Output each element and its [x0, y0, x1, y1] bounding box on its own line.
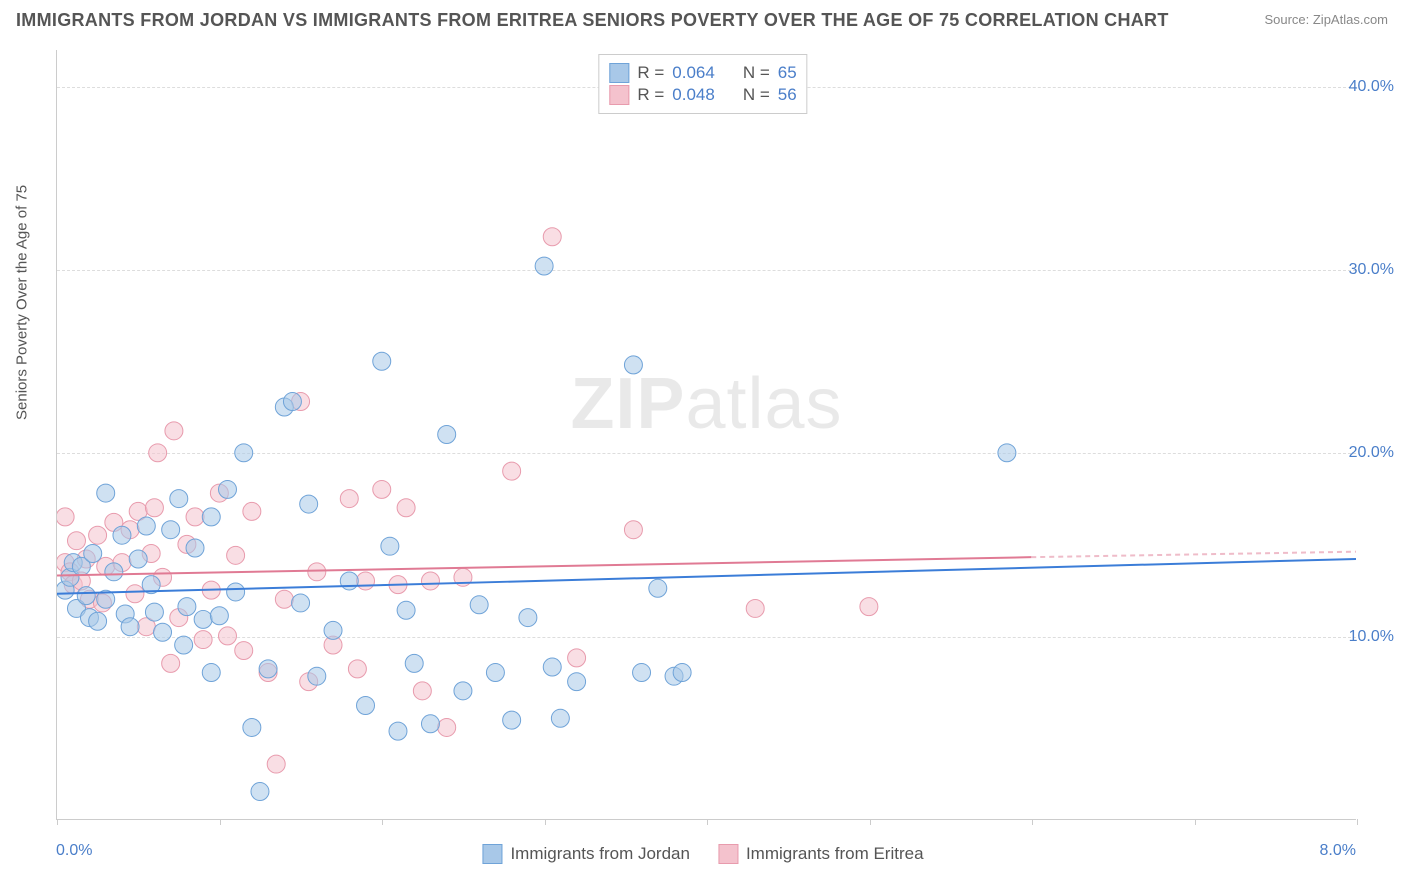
n-value-jordan: 65 [778, 63, 797, 83]
stats-row-eritrea: R = 0.048 N = 56 [609, 85, 796, 105]
n-label: N = [743, 63, 770, 83]
stats-row-jordan: R = 0.064 N = 65 [609, 63, 796, 83]
x-tick-right: 8.0% [1320, 842, 1356, 860]
swatch-eritrea [609, 85, 629, 105]
scatter-svg [57, 50, 1356, 819]
n-value-eritrea: 56 [778, 85, 797, 105]
y-axis-label: Seniors Poverty Over the Age of 75 [14, 185, 31, 420]
legend-item-eritrea: Immigrants from Eritrea [718, 844, 924, 864]
source-label: Source: ZipAtlas.com [1264, 12, 1388, 27]
n-label: N = [743, 85, 770, 105]
swatch-jordan [609, 63, 629, 83]
stats-legend: R = 0.064 N = 65 R = 0.048 N = 56 [598, 54, 807, 114]
legend-label-jordan: Immigrants from Jordan [510, 844, 690, 864]
x-tick [545, 819, 546, 825]
swatch-jordan-icon [482, 844, 502, 864]
x-tick [707, 819, 708, 825]
x-tick-left: 0.0% [56, 842, 92, 860]
r-value-eritrea: 0.048 [672, 85, 715, 105]
swatch-eritrea-icon [718, 844, 738, 864]
bottom-legend: Immigrants from Jordan Immigrants from E… [482, 844, 923, 864]
r-value-jordan: 0.064 [672, 63, 715, 83]
r-label: R = [637, 85, 664, 105]
x-tick [1195, 819, 1196, 825]
r-label: R = [637, 63, 664, 83]
plot-area: ZIPatlas [56, 50, 1356, 820]
x-tick [57, 819, 58, 825]
chart-title: IMMIGRANTS FROM JORDAN VS IMMIGRANTS FRO… [16, 10, 1169, 31]
x-tick [870, 819, 871, 825]
x-tick [220, 819, 221, 825]
x-tick [1032, 819, 1033, 825]
legend-item-jordan: Immigrants from Jordan [482, 844, 690, 864]
legend-label-eritrea: Immigrants from Eritrea [746, 844, 924, 864]
x-tick [1357, 819, 1358, 825]
x-tick [382, 819, 383, 825]
